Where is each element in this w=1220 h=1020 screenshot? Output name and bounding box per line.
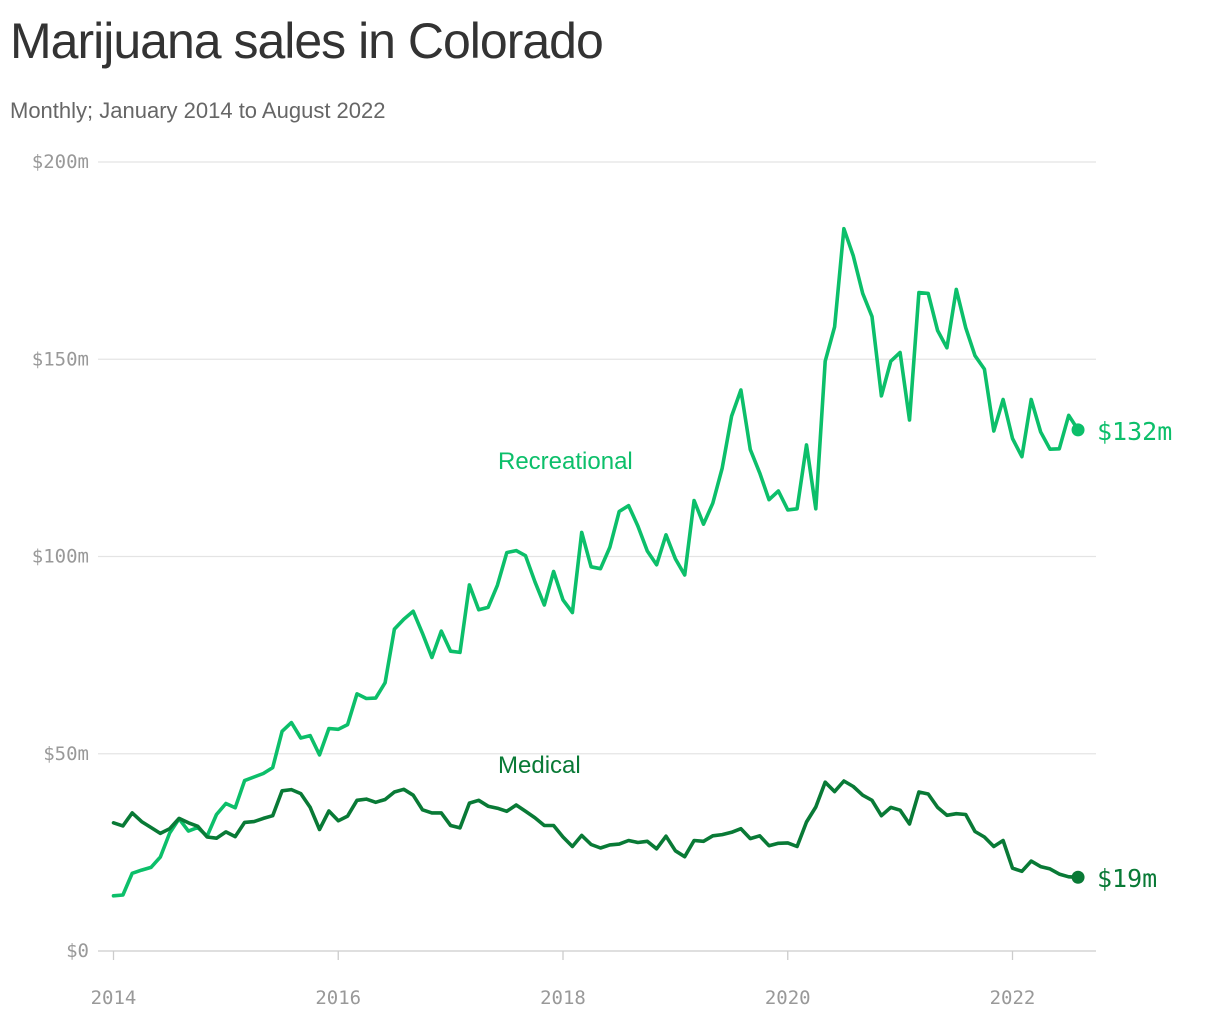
end-point-medical bbox=[1071, 870, 1085, 884]
x-tick-label: 2022 bbox=[990, 987, 1036, 1009]
end-point-recreational bbox=[1071, 423, 1085, 437]
chart-subtitle: Monthly; January 2014 to August 2022 bbox=[10, 98, 386, 123]
end-value-label-recreational: $132m bbox=[1097, 417, 1172, 446]
x-tick-label: 2016 bbox=[315, 987, 361, 1009]
x-tick-label: 2014 bbox=[91, 987, 137, 1009]
x-tick-label: 2020 bbox=[765, 987, 811, 1009]
y-tick-label: $100m bbox=[32, 546, 89, 568]
series-line-medical bbox=[111, 779, 1080, 880]
y-tick-label: $150m bbox=[32, 348, 89, 370]
y-tick-label: $50m bbox=[43, 743, 89, 765]
series-line-recreational bbox=[111, 226, 1080, 898]
y-tick-label: $200m bbox=[32, 151, 89, 173]
chart-title: Marijuana sales in Colorado bbox=[10, 13, 604, 69]
y-tick-label: $0 bbox=[66, 940, 89, 962]
series-label-recreational: Recreational bbox=[498, 448, 633, 475]
end-value-label-medical: $19m bbox=[1097, 864, 1157, 893]
series-label-medical: Medical bbox=[498, 752, 581, 779]
x-tick-label: 2018 bbox=[540, 987, 586, 1009]
